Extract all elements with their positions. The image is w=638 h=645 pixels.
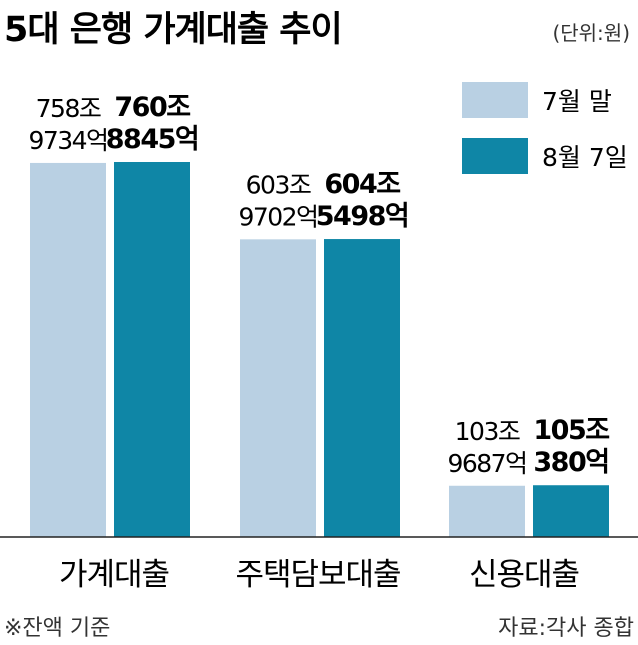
legend-label: 7월 말 (542, 87, 612, 116)
chart-title: 5대 은행 가계대출 추이 (4, 10, 342, 50)
value-label: 9687억 (447, 449, 526, 478)
value-label: 8845억 (106, 124, 199, 155)
legend-swatch (462, 82, 528, 118)
source-note: 자료:각사 종합 (498, 616, 634, 641)
value-label: 9734억 (28, 126, 107, 155)
legend-swatch (462, 138, 528, 174)
legend-label: 8월 7일 (542, 143, 628, 172)
bar-july-end-2 (449, 485, 525, 537)
value-label: 105조 (533, 415, 609, 446)
value-label: 604조 (324, 169, 400, 200)
value-label: 9702억 (238, 202, 317, 231)
value-label: 103조 (455, 417, 520, 446)
value-label: 760조 (114, 92, 190, 123)
bar-aug-7-0 (114, 162, 190, 537)
value-label: 758조 (36, 94, 101, 123)
bar-aug-7-1 (324, 239, 400, 537)
category-label: 가계대출 (59, 557, 169, 593)
footnote: ※잔액 기준 (4, 616, 110, 641)
bar-aug-7-2 (533, 485, 609, 537)
value-label: 5498억 (316, 201, 409, 232)
category-label: 신용대출 (469, 557, 579, 593)
unit-label: (단위:원) (552, 21, 630, 45)
category-label: 주택담보대출 (235, 557, 400, 593)
category-labels: 가계대출 주택담보대출 신용대출 (59, 557, 580, 593)
value-label: 603조 (246, 170, 311, 199)
bar-july-end-0 (30, 162, 106, 537)
legend: 7월 말 8월 7일 (462, 82, 628, 174)
bar-july-end-1 (240, 239, 316, 537)
bars (30, 162, 609, 537)
value-label: 380억 (533, 447, 608, 478)
